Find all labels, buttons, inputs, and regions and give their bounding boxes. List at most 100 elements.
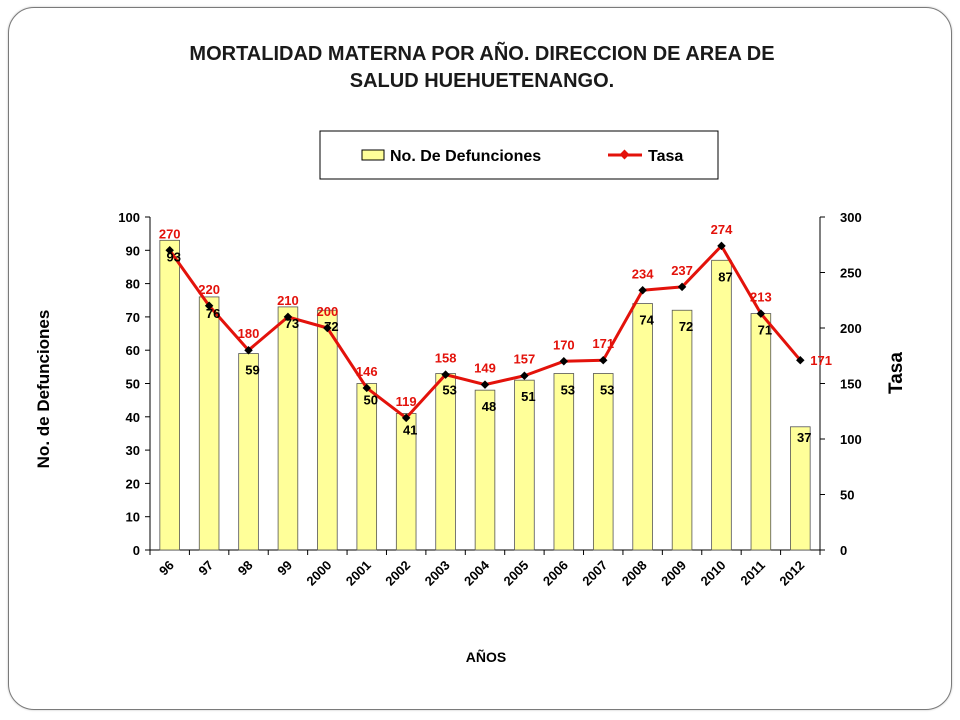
y2-tick-label: 250: [840, 266, 862, 281]
bar: [750, 313, 772, 551]
tasa-point: [323, 323, 332, 333]
tasa-point: [559, 357, 569, 366]
tasa-value-label: 171: [592, 336, 614, 351]
tasa-point: [165, 246, 174, 255]
y-tick-label: 20: [126, 476, 140, 491]
x-tick-label: 2004: [461, 557, 493, 589]
bar: [474, 389, 496, 551]
bar: [592, 373, 614, 551]
tasa-value-label: 119: [396, 394, 417, 409]
bar: [238, 353, 259, 551]
bar-value-label: 50: [364, 393, 378, 408]
bar: [435, 373, 456, 551]
tasa-value-label: 274: [711, 222, 733, 237]
bar: [277, 306, 299, 551]
tasa-point: [598, 355, 608, 365]
y-tick-label: 30: [126, 443, 140, 458]
x-tick-label: 2006: [540, 558, 571, 589]
x-tick-label: 2011: [737, 558, 768, 589]
x-tick-label: 97: [195, 558, 216, 579]
bar: [671, 309, 693, 551]
bar-value-label: 74: [639, 313, 654, 328]
tasa-value-label: 157: [514, 352, 536, 367]
tasa-point: [520, 371, 529, 380]
x-tick-label: 99: [274, 558, 295, 579]
tasa-value-label: 200: [317, 304, 339, 319]
tasa-point: [638, 286, 647, 295]
bar-value-label: 72: [324, 319, 338, 334]
tasa-value-label: 146: [356, 364, 378, 379]
x-tick-label: 98: [235, 558, 256, 579]
tasa-value-label: 210: [277, 293, 299, 308]
bar: [514, 379, 535, 551]
bar: [553, 373, 575, 551]
tasa-value-label: 158: [435, 351, 457, 366]
x-tick-label: 2012: [776, 558, 807, 589]
x-axis-title: AÑOS: [466, 648, 506, 665]
bar-value-label: 53: [561, 383, 575, 398]
legend-line-marker: [619, 149, 630, 160]
bar-value-label: 73: [285, 316, 299, 331]
bar: [711, 259, 732, 551]
bar-value-label: 53: [600, 383, 614, 398]
y-axis-title: No. de Defunciones: [34, 310, 53, 469]
legend-label-defunciones: No. De Defunciones: [390, 148, 541, 165]
y-tick-label: 100: [118, 210, 140, 225]
chart-title-line-2: SALUD HUEHUETENANGO.: [350, 70, 614, 92]
tasa-value-label: 170: [553, 337, 575, 352]
tasa-value-label: 149: [474, 361, 496, 376]
bar-value-label: 37: [797, 430, 811, 445]
y2-tick-label: 50: [840, 488, 854, 503]
x-tick-label: 2007: [579, 558, 610, 589]
x-tick-label: 2003: [422, 558, 453, 589]
tasa-point: [244, 345, 253, 355]
y-tick-label: 60: [126, 343, 140, 358]
y-tick-label: 70: [126, 310, 140, 325]
tasa-value-label: 237: [671, 263, 693, 278]
legend-label-tasa: Tasa: [648, 148, 683, 165]
tasa-point: [677, 282, 687, 292]
tasa-point: [796, 355, 805, 365]
bar-value-label: 48: [482, 399, 496, 414]
x-tick-label: 2005: [500, 558, 531, 589]
y2-tick-label: 150: [840, 377, 862, 392]
bar: [632, 303, 653, 551]
y2-tick-label: 0: [840, 543, 847, 558]
legend: No. De Defunciones Tasa: [319, 130, 719, 180]
bar: [317, 309, 338, 551]
y-tick-label: 0: [133, 543, 140, 558]
x-tick-label: 96: [156, 558, 177, 579]
y-tick-label: 40: [126, 410, 140, 425]
legend-bar-swatch: [361, 149, 385, 161]
x-tick-label: 2009: [658, 558, 689, 589]
bar: [198, 296, 220, 551]
y2-tick-label: 300: [840, 210, 862, 225]
y-tick-label: 50: [126, 377, 140, 392]
tasa-value-label: 234: [632, 266, 654, 281]
tasa-point: [204, 301, 214, 311]
x-tick-label: 2010: [698, 558, 729, 589]
chart-title-line-1: MORTALIDAD MATERNA POR AÑO. DIRECCION DE…: [189, 42, 774, 65]
bar-value-label: 51: [521, 389, 535, 404]
tasa-value-label: 220: [198, 282, 220, 297]
bar-value-label: 53: [442, 383, 456, 398]
bar-value-label: 87: [718, 269, 732, 284]
bar: [356, 383, 378, 551]
plot-area: 0102030405060708090100050100150200250300…: [118, 210, 861, 589]
bar-value-label: 41: [403, 422, 417, 437]
y2-tick-label: 100: [840, 432, 862, 447]
bar: [159, 239, 180, 551]
tasa-value-label: 180: [238, 326, 260, 341]
tasa-value-label: 213: [750, 290, 772, 305]
x-tick-label: 2008: [619, 558, 650, 589]
bar-value-label: 72: [679, 319, 693, 334]
y-tick-label: 90: [126, 243, 140, 258]
bar-value-label: 76: [206, 306, 220, 321]
legend-box: [319, 130, 719, 180]
bar-value-label: 93: [166, 249, 180, 264]
y2-axis-title: Tasa: [886, 352, 907, 394]
tasa-value-label: 270: [159, 226, 181, 241]
bar: [395, 413, 417, 551]
tasa-point: [480, 380, 490, 389]
